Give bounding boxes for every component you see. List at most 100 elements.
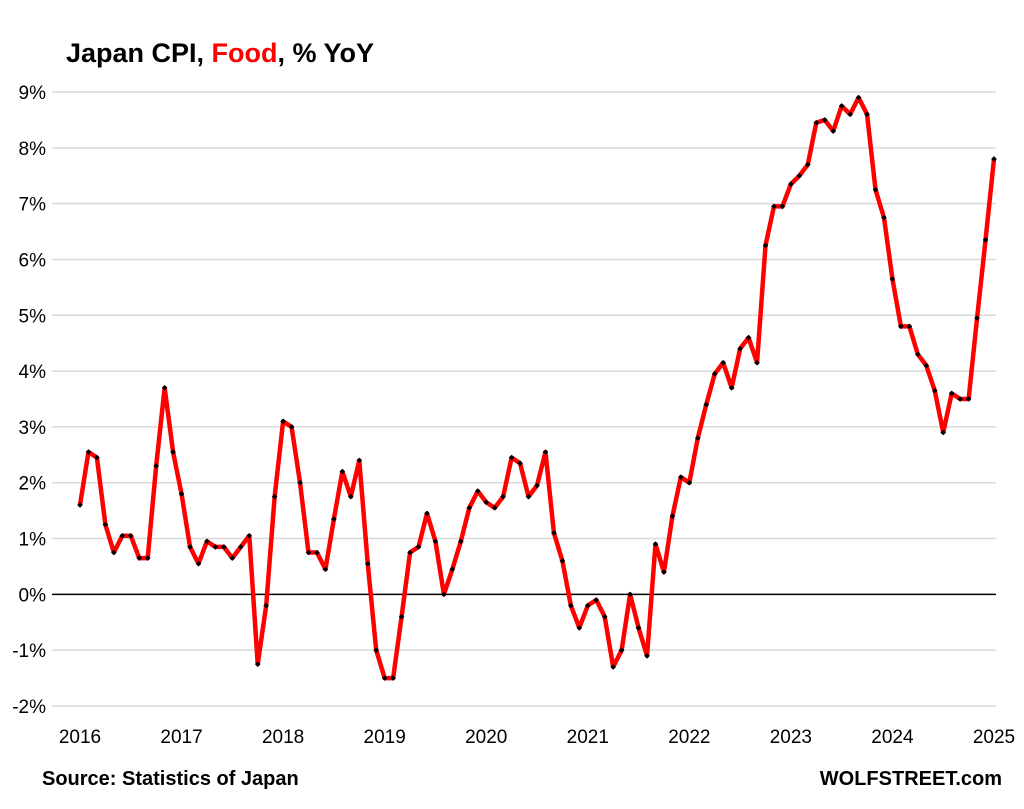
- x-tick-label: 2017: [160, 727, 202, 748]
- data-point: [305, 549, 312, 556]
- data-point: [474, 488, 481, 494]
- data-point: [288, 424, 295, 430]
- data-point: [652, 541, 659, 547]
- data-point: [415, 544, 422, 550]
- data-point: [974, 315, 980, 321]
- x-tick-label: 2021: [567, 727, 609, 748]
- data-point: [694, 435, 701, 441]
- data-point: [618, 647, 625, 653]
- data-point: [940, 429, 947, 436]
- y-tick-label: 8%: [19, 139, 47, 160]
- series-food: [77, 94, 997, 681]
- data-point: [838, 103, 845, 109]
- data-point: [449, 566, 456, 573]
- data-point: [847, 111, 853, 118]
- data-point: [576, 625, 583, 631]
- data-point: [136, 555, 143, 561]
- data-point: [144, 555, 151, 561]
- data-point: [686, 479, 693, 486]
- data-point: [889, 276, 896, 282]
- data-point: [559, 558, 566, 564]
- data-point: [965, 396, 972, 402]
- data-point: [102, 521, 109, 528]
- title-highlight: Food: [211, 38, 278, 68]
- data-point: [364, 560, 371, 567]
- data-point: [483, 499, 490, 506]
- data-point: [314, 549, 320, 556]
- data-point: [830, 128, 837, 134]
- data-point: [906, 323, 913, 330]
- data-point: [644, 652, 650, 659]
- y-tick-label: 7%: [19, 195, 47, 216]
- data-point: [111, 549, 117, 556]
- data-point: [593, 597, 600, 603]
- data-point: [500, 493, 506, 500]
- data-point: [390, 675, 396, 681]
- data-point: [669, 513, 676, 520]
- data-point: [373, 647, 380, 653]
- chart-title: Japan CPI, Food, % YoY: [66, 38, 374, 69]
- data-point: [153, 463, 159, 469]
- data-point: [923, 362, 930, 369]
- data-point: [737, 345, 743, 352]
- data-point: [915, 351, 921, 358]
- x-tick-label: 2023: [770, 727, 812, 748]
- title-suffix: , % YoY: [277, 38, 375, 68]
- y-tick-label: -1%: [12, 641, 46, 662]
- data-point: [661, 569, 667, 575]
- data-point: [297, 479, 303, 486]
- data-point: [491, 505, 498, 511]
- data-point: [982, 237, 989, 243]
- x-tick-label: 2025: [973, 727, 1015, 748]
- title-prefix: Japan CPI,: [66, 38, 212, 68]
- data-point: [322, 566, 329, 573]
- data-point: [339, 468, 346, 475]
- data-point: [568, 602, 574, 609]
- data-point: [229, 555, 236, 561]
- data-point: [771, 203, 777, 210]
- y-tick-label: 9%: [19, 83, 47, 104]
- data-point: [754, 359, 760, 366]
- y-tick-label: 3%: [19, 418, 47, 439]
- data-point: [796, 172, 803, 179]
- data-point: [728, 385, 735, 391]
- x-tick-label: 2020: [465, 727, 507, 748]
- y-tick-label: 6%: [19, 250, 47, 271]
- data-point: [534, 482, 540, 489]
- data-point: [178, 491, 185, 497]
- data-point: [348, 493, 354, 500]
- data-point: [381, 675, 388, 681]
- data-point: [458, 538, 464, 545]
- y-tick-label: 1%: [19, 530, 47, 551]
- data-point: [805, 161, 811, 168]
- data-point: [263, 602, 269, 609]
- data-point: [525, 493, 532, 500]
- data-point: [610, 664, 616, 670]
- x-tick-label: 2018: [262, 727, 304, 748]
- data-point: [542, 449, 549, 455]
- gridlines: [52, 91, 996, 707]
- data-point: [584, 602, 591, 609]
- y-tick-label: 0%: [19, 585, 47, 606]
- data-point: [119, 532, 126, 539]
- data-point: [127, 532, 134, 539]
- data-point: [85, 449, 92, 455]
- data-point: [762, 242, 769, 249]
- data-point: [424, 510, 430, 517]
- data-point: [898, 323, 904, 330]
- data-point: [517, 460, 523, 466]
- data-point: [170, 449, 176, 455]
- data-point: [821, 117, 828, 123]
- data-point: [991, 156, 997, 162]
- data-point: [187, 544, 193, 550]
- data-point: [161, 385, 168, 391]
- x-tick-label: 2019: [364, 727, 406, 748]
- data-point: [678, 474, 684, 480]
- brand-label: WOLFSTREET.com: [819, 768, 1002, 790]
- data-point: [779, 203, 786, 210]
- y-tick-label: 2%: [19, 474, 47, 495]
- data-point: [627, 591, 633, 598]
- data-point: [195, 560, 202, 567]
